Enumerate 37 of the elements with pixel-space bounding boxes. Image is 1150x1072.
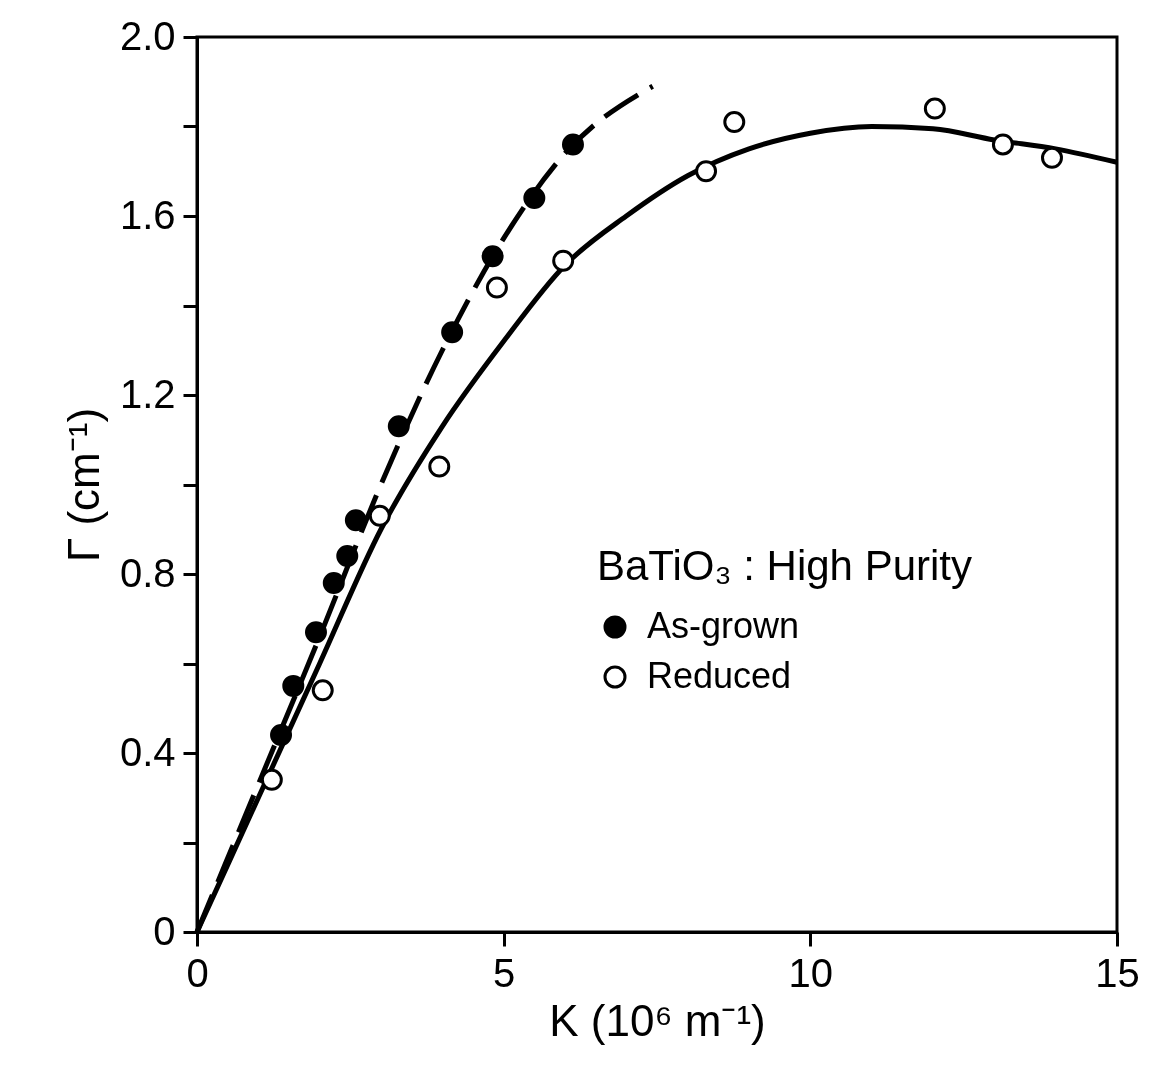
y-tick-label: 1.6 — [119, 192, 176, 237]
y-tick-label: 0.8 — [119, 550, 176, 595]
point — [344, 509, 367, 532]
point — [282, 674, 305, 697]
point — [923, 97, 946, 120]
point — [368, 504, 391, 527]
y-tick-label: 0.4 — [119, 729, 176, 774]
x-tick-label: 15 — [1095, 950, 1140, 995]
point — [311, 679, 334, 702]
point — [552, 249, 575, 272]
y-axis-title: Γ (cm⁻¹) — [58, 407, 108, 563]
y-tick-label: 1.2 — [119, 371, 176, 416]
x-tick-label: 0 — [186, 950, 209, 995]
legend-label: Reduced — [647, 655, 792, 696]
point — [1041, 146, 1063, 169]
x-axis-title: K (10⁶ m⁻¹) — [549, 995, 766, 1045]
y-tick-label: 0 — [153, 908, 176, 953]
legend-title: BaTiO₃ : High Purity — [597, 542, 972, 589]
point — [428, 455, 451, 478]
x-tick-label: 10 — [788, 950, 834, 995]
point — [387, 415, 410, 438]
y-tick-label: 2.0 — [119, 13, 176, 58]
point — [523, 187, 546, 210]
point — [322, 571, 345, 594]
point — [481, 245, 504, 268]
point — [270, 724, 293, 747]
point — [305, 621, 327, 644]
point — [561, 133, 584, 156]
point — [441, 321, 464, 344]
point — [723, 111, 746, 133]
point — [695, 160, 718, 183]
legend-label: As-grown — [647, 605, 800, 646]
point — [991, 133, 1014, 156]
point — [260, 768, 283, 791]
x-tick-label: 5 — [493, 950, 516, 995]
point — [336, 545, 359, 568]
point — [485, 276, 508, 299]
